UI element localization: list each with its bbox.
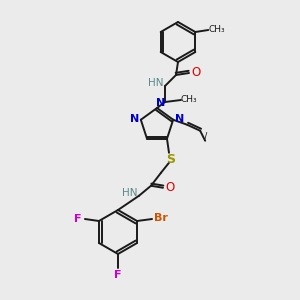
Text: N: N — [175, 114, 184, 124]
Text: S: S — [167, 153, 176, 166]
Text: N: N — [156, 98, 166, 108]
Text: /: / — [203, 132, 207, 142]
Text: N: N — [130, 114, 140, 124]
Text: O: O — [191, 65, 201, 79]
Text: F: F — [114, 270, 122, 280]
Text: O: O — [165, 181, 175, 194]
Text: F: F — [74, 214, 82, 224]
Text: Br: Br — [154, 213, 168, 223]
Text: HN: HN — [122, 188, 138, 198]
Text: CH₃: CH₃ — [181, 95, 197, 104]
Text: HN: HN — [148, 78, 164, 88]
Text: CH₃: CH₃ — [208, 25, 225, 34]
